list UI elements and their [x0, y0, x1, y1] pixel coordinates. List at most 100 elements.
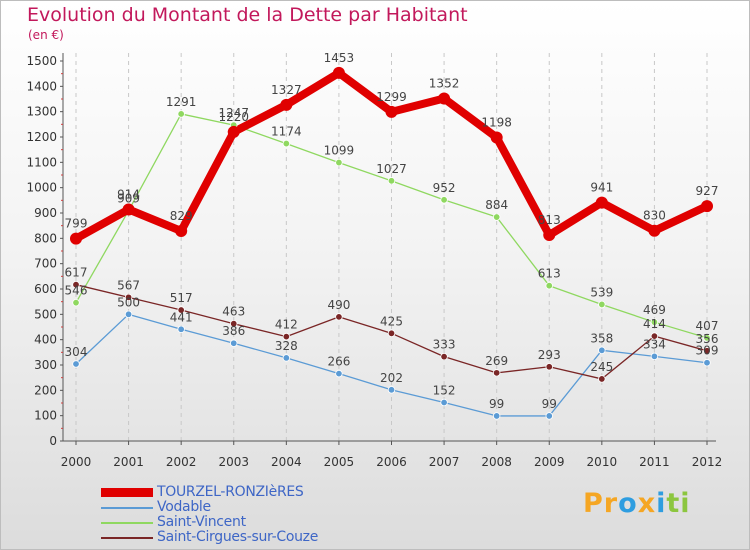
y-tick-label: 400 — [34, 333, 57, 347]
x-tick-label: 2004 — [271, 455, 302, 469]
y-tick-label: 1100 — [26, 155, 57, 169]
y-tick-label: 900 — [34, 206, 57, 220]
y-tick-label: 1300 — [26, 105, 57, 119]
data-point — [280, 98, 293, 111]
data-label: 617 — [65, 266, 88, 280]
y-tick-label: 100 — [34, 409, 57, 423]
y-tick-label: 300 — [34, 358, 57, 372]
data-point — [438, 92, 451, 105]
legend-swatch — [101, 507, 153, 509]
legend-label: Saint-Vincent — [157, 514, 246, 530]
data-label: 441 — [170, 310, 193, 324]
x-tick-label: 2002 — [166, 455, 197, 469]
logo-letter: r — [603, 488, 619, 519]
data-label: 358 — [590, 331, 613, 345]
data-label: 463 — [222, 305, 245, 319]
data-point — [230, 339, 238, 347]
data-label: 490 — [327, 298, 350, 312]
data-point — [387, 329, 396, 338]
y-tick-label: 600 — [34, 282, 57, 296]
data-label: 941 — [590, 181, 613, 195]
data-point — [282, 332, 291, 341]
data-label: 500 — [117, 295, 140, 309]
legend-label: Saint-Cirgues-sur-Couze — [157, 529, 319, 545]
data-label: 539 — [590, 285, 613, 299]
logo-letter: x — [637, 488, 657, 519]
data-point — [177, 110, 185, 118]
data-point — [335, 158, 343, 167]
data-point — [650, 352, 659, 361]
data-label: 202 — [380, 371, 403, 385]
data-label: 799 — [65, 217, 88, 231]
y-tick-label: 700 — [34, 257, 57, 271]
logo-letter: i — [656, 488, 667, 519]
grid — [75, 53, 708, 441]
data-label: 356 — [696, 332, 719, 346]
data-label: 927 — [696, 184, 719, 198]
data-label: 1291 — [166, 95, 197, 109]
x-tick-label: 2012 — [692, 455, 723, 469]
data-point — [177, 306, 185, 314]
data-point — [650, 332, 659, 340]
data-point — [177, 325, 185, 333]
data-point — [124, 310, 133, 319]
data-label: 333 — [433, 338, 456, 352]
logo-letter: i — [680, 488, 691, 519]
data-label: 386 — [222, 324, 245, 338]
data-label: 269 — [485, 354, 508, 368]
data-point — [124, 293, 133, 302]
data-label: 909 — [117, 192, 140, 206]
data-label: 1220 — [218, 110, 249, 124]
data-point — [440, 352, 448, 361]
data-point — [335, 369, 343, 378]
data-label: 1099 — [324, 144, 355, 158]
legend-label: Vodable — [157, 499, 211, 515]
data-point — [387, 386, 396, 394]
data-label: 884 — [485, 198, 508, 212]
unit-label: (en €) — [28, 28, 64, 42]
data-point — [440, 196, 448, 204]
x-tick-label: 2007 — [429, 455, 460, 469]
x-tick-label: 2000 — [61, 455, 92, 469]
data-point — [648, 224, 661, 237]
data-point — [227, 125, 240, 138]
data-label: 407 — [696, 319, 719, 333]
data-labels: 304 500 441 386 328 266 202 152 99 99 358 334 309 546… — [65, 51, 719, 411]
data-label: 1027 — [376, 162, 407, 176]
data-label: 1174 — [271, 125, 302, 139]
y-tick-label: 1200 — [26, 130, 57, 144]
x-tick-label: 2011 — [639, 455, 670, 469]
chart-title: Evolution du Montant de la Dette par Hab… — [27, 4, 468, 26]
x-tick-label: 2003 — [218, 455, 249, 469]
y-tick-label: 500 — [34, 307, 57, 321]
data-label: 245 — [590, 360, 613, 374]
data-point — [385, 105, 398, 118]
data-label: 613 — [538, 267, 561, 281]
data-point — [332, 66, 345, 79]
x-tick-label: 2005 — [324, 455, 355, 469]
legend-swatch — [101, 522, 153, 524]
y-tick-label: 1000 — [26, 181, 57, 195]
data-label: 266 — [327, 355, 350, 369]
data-label: 1327 — [271, 83, 302, 97]
data-label: 567 — [117, 278, 140, 292]
x-tick-label: 2006 — [376, 455, 407, 469]
data-point — [545, 282, 553, 290]
data-point — [387, 177, 396, 185]
y-tick-label: 800 — [34, 231, 57, 245]
data-label: 309 — [696, 344, 719, 358]
data-label: 152 — [433, 383, 456, 397]
data-label: 99 — [489, 397, 504, 411]
data-label: 829 — [170, 209, 193, 223]
data-point — [545, 363, 553, 371]
axes: 0 100 200 300 400 500 600 700 800 900 1000 1100 1200… — [26, 53, 722, 469]
legend-label: TOURZEL-RONZIèRES — [157, 484, 304, 500]
data-point — [650, 318, 659, 326]
data-point — [490, 131, 503, 144]
data-point — [440, 398, 448, 407]
data-point — [72, 280, 80, 289]
data-point — [543, 229, 556, 242]
y-tick-label: 1400 — [26, 79, 57, 93]
data-point — [598, 375, 606, 383]
